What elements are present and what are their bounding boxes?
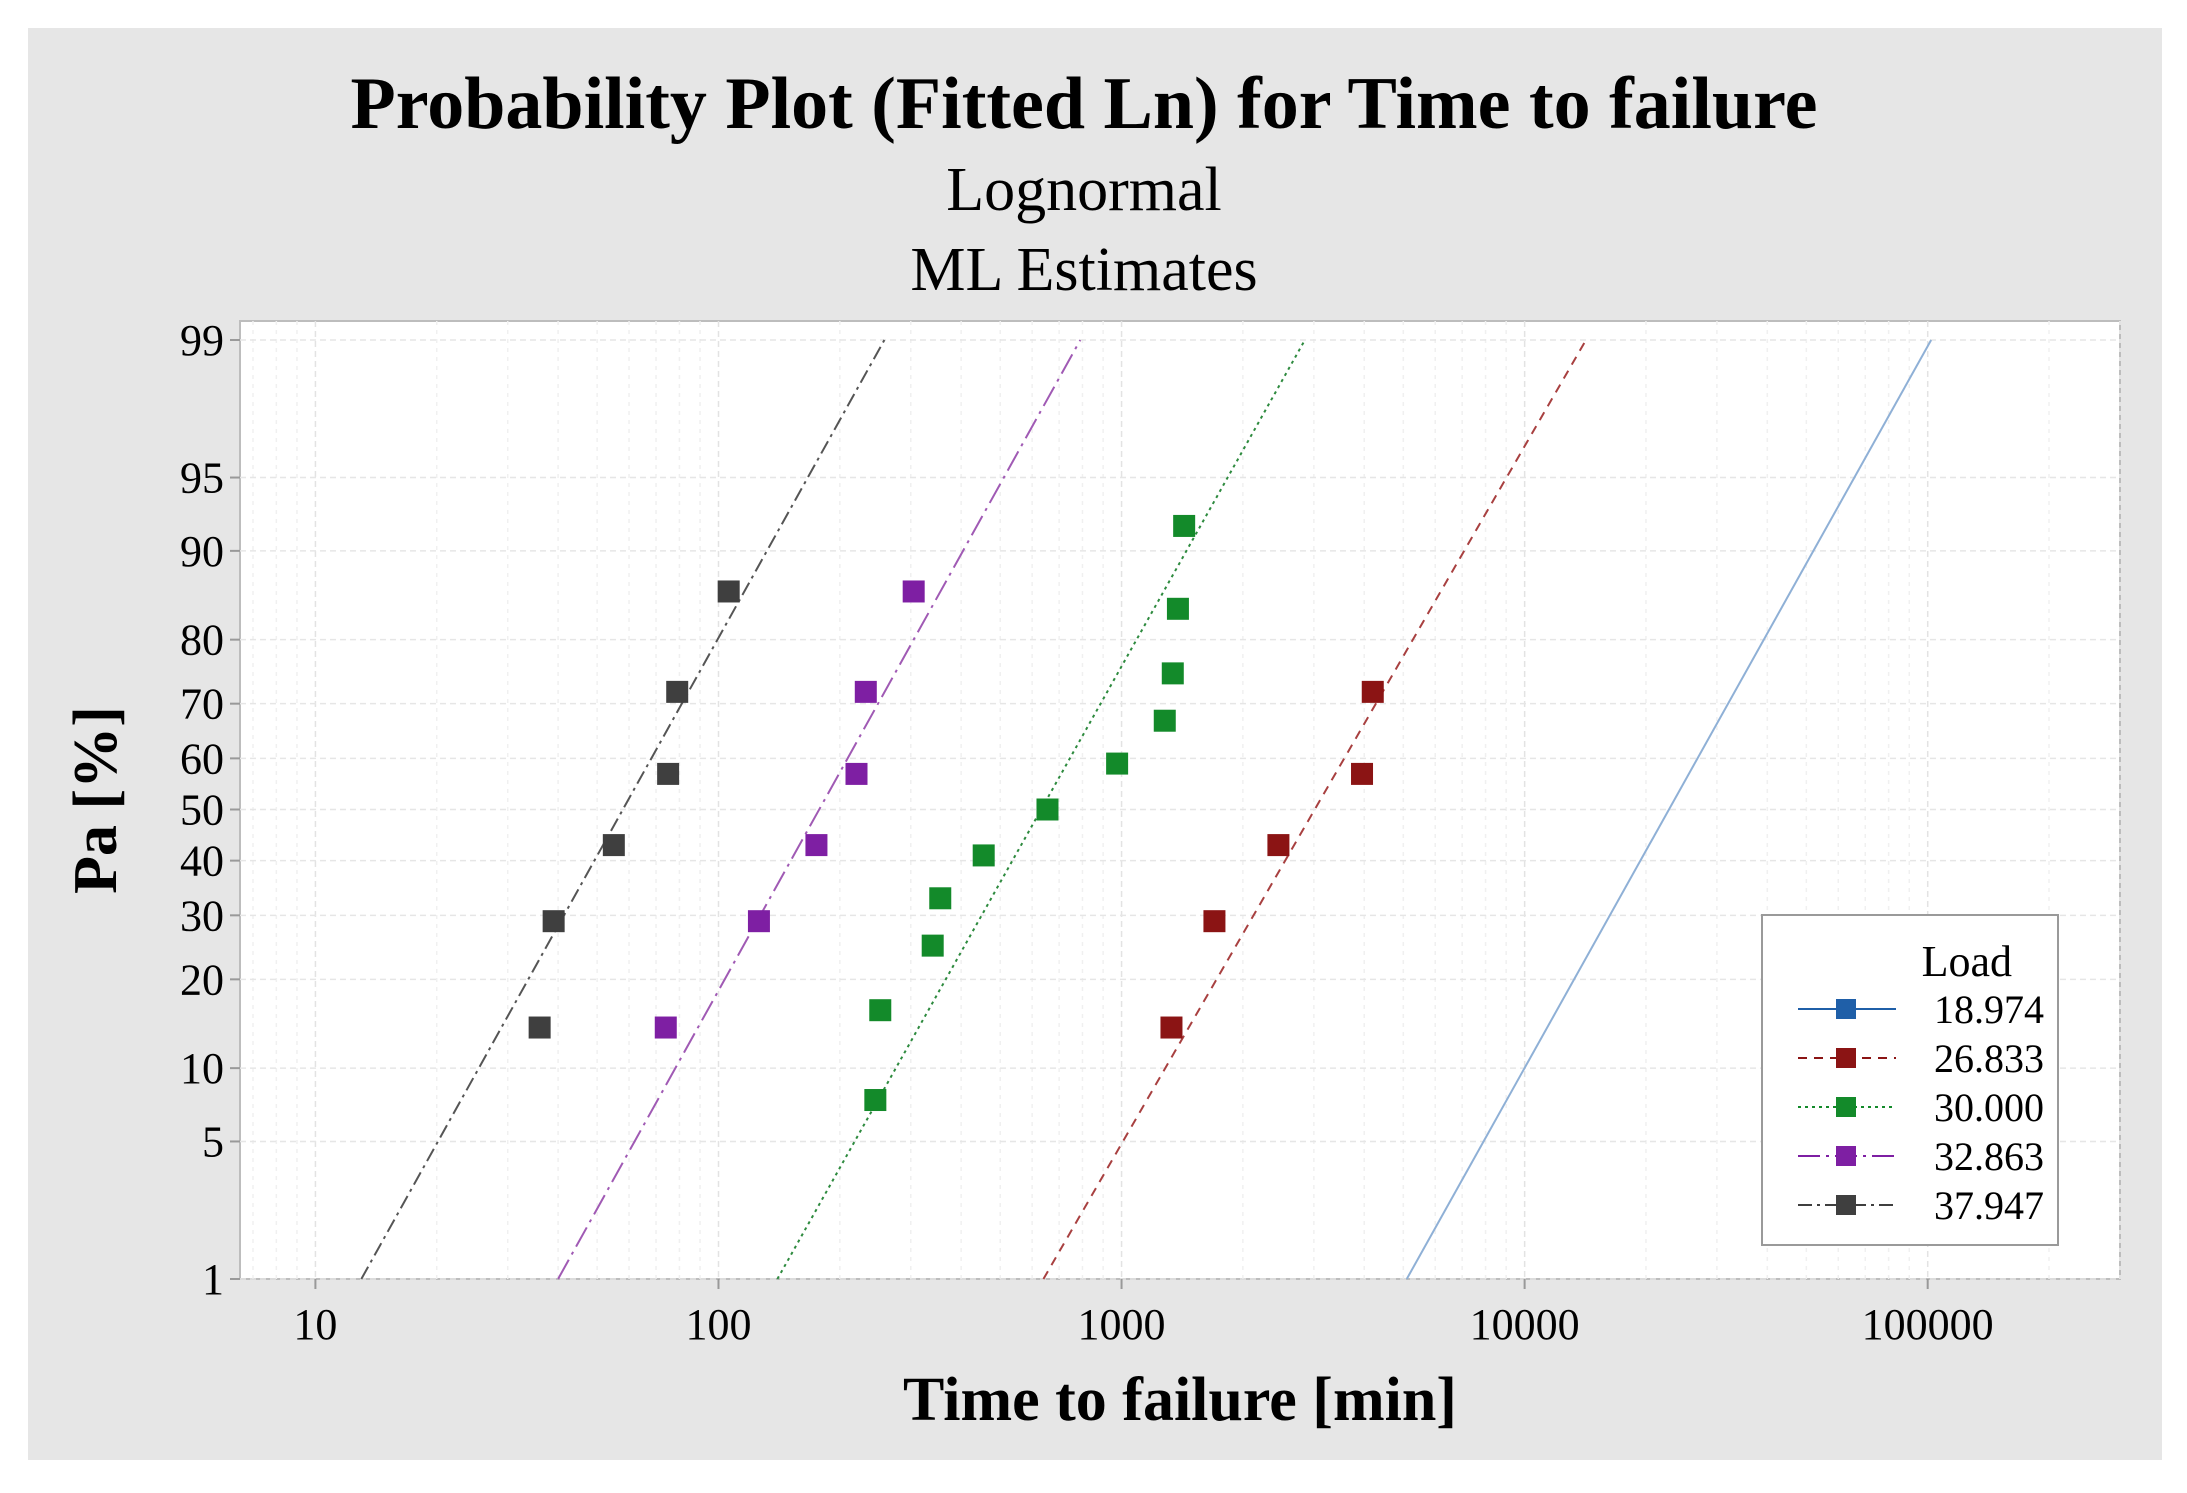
legend-label: 32.863 [1934, 1134, 2044, 1179]
data-point-26.833 [1267, 834, 1290, 857]
data-point-37.947 [666, 680, 689, 703]
legend-item-37.947: 37.947 [1798, 1183, 2044, 1228]
x-tick-label: 100000 [1862, 1300, 1994, 1349]
probability-plot: Probability Plot (Fitted Ln) for Time to… [62, 63, 2121, 1434]
data-point-32.863 [747, 910, 770, 933]
data-point-30.000 [869, 999, 892, 1022]
y-tick-label: 40 [180, 837, 224, 886]
y-tick-label: 80 [180, 616, 224, 665]
data-point-37.947 [602, 834, 625, 857]
y-tick-label: 5 [202, 1117, 224, 1166]
y-tick-label: 99 [180, 316, 224, 365]
data-point-32.863 [805, 834, 828, 857]
data-point-30.000 [1106, 752, 1129, 775]
fit-line-26.833 [1042, 339, 1587, 1280]
fitted-lines [360, 339, 1933, 1280]
legend-marker [1836, 1048, 1856, 1068]
legend-label: 30.000 [1934, 1085, 2044, 1130]
legend-item-32.863: 32.863 [1798, 1134, 2044, 1179]
data-point-26.833 [1361, 680, 1384, 703]
data-point-30.000 [1153, 709, 1176, 732]
y-tick-label: 90 [180, 527, 224, 576]
x-tick-label: 100 [685, 1300, 751, 1349]
legend-item-18.974: 18.974 [1798, 987, 2044, 1032]
data-point-26.833 [1203, 910, 1226, 933]
y-tick-label: 50 [180, 786, 224, 835]
legend-marker [1836, 1097, 1856, 1117]
y-tick-label: 10 [180, 1044, 224, 1093]
data-point-30.000 [1036, 798, 1059, 821]
y-tick-label: 95 [180, 454, 224, 503]
fit-line-37.947 [360, 339, 886, 1280]
y-tick-label: 70 [180, 680, 224, 729]
data-point-32.863 [854, 680, 877, 703]
legend-marker [1836, 1146, 1856, 1166]
data-points [528, 514, 1384, 1112]
y-tick-label: 60 [180, 734, 224, 783]
data-point-26.833 [1160, 1016, 1183, 1039]
chart-frame: Probability Plot (Fitted Ln) for Time to… [28, 28, 2162, 1460]
y-axis-label: Pa [%] [62, 706, 130, 894]
legend-item-30.000: 30.000 [1798, 1085, 2044, 1130]
legend-label: 26.833 [1934, 1036, 2044, 1081]
chart-title: Probability Plot (Fitted Ln) for Time to… [351, 63, 1818, 145]
data-point-37.947 [528, 1016, 551, 1039]
data-point-30.000 [864, 1089, 887, 1112]
legend-marker [1836, 999, 1856, 1019]
legend-label: 37.947 [1934, 1183, 2044, 1228]
data-point-30.000 [929, 887, 952, 910]
x-tick-label: 10000 [1470, 1300, 1580, 1349]
y-tick-label: 1 [202, 1255, 224, 1304]
y-tick-label: 20 [180, 955, 224, 1004]
data-point-30.000 [972, 844, 995, 867]
x-axis-ticks: 10 100 1000 10000 100000 [293, 1279, 1994, 1349]
data-point-32.863 [845, 762, 868, 785]
x-axis-label: Time to failure [min] [903, 1366, 1457, 1434]
legend-box [1761, 914, 2059, 1246]
fit-line-18.974 [1405, 339, 1933, 1280]
legend-item-26.833: 26.833 [1798, 1036, 2044, 1081]
data-point-32.863 [902, 580, 925, 603]
fit-line-32.863 [557, 339, 1082, 1280]
data-point-30.000 [1173, 514, 1196, 537]
x-tick-label: 10 [293, 1300, 337, 1349]
x-tick-label: 1000 [1078, 1300, 1166, 1349]
data-point-30.000 [1161, 662, 1184, 685]
data-point-32.863 [654, 1016, 677, 1039]
data-point-37.947 [657, 762, 680, 785]
y-tick-label: 30 [180, 891, 224, 940]
gridlines [240, 321, 2121, 1280]
data-point-37.947 [542, 910, 565, 933]
fit-line-30.000 [776, 339, 1306, 1280]
data-point-37.947 [717, 580, 740, 603]
legend-label: 18.974 [1934, 987, 2044, 1032]
data-point-30.000 [1166, 597, 1189, 620]
chart-subtitle-distribution: Lognormal [946, 156, 1222, 224]
data-point-30.000 [921, 934, 944, 957]
chart-subtitle-method: ML Estimates [910, 236, 1257, 304]
legend-marker [1836, 1195, 1856, 1215]
legend-title: Load [1922, 937, 2012, 986]
data-point-26.833 [1351, 762, 1374, 785]
